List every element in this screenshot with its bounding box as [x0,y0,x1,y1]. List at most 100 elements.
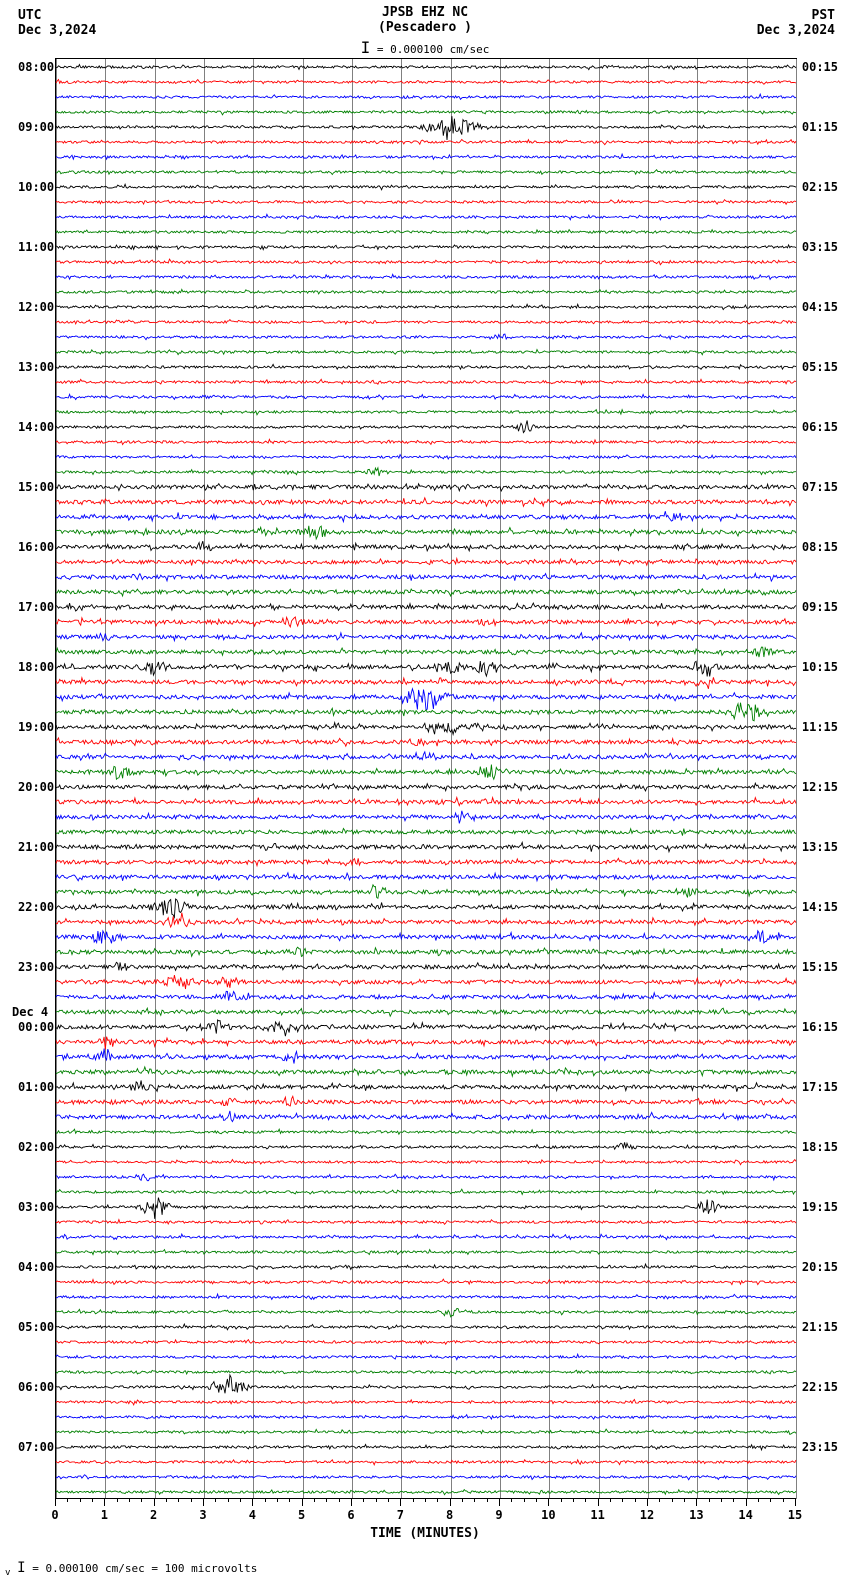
utc-time-label: 08:00 [18,60,54,74]
utc-time-label: 19:00 [18,720,54,734]
xtick [795,1498,796,1506]
xtick-minor [783,1498,784,1502]
plot-area [55,58,797,1499]
pst-time-label: 14:15 [802,900,838,914]
xtick-minor [80,1498,81,1502]
xtick-label: 3 [199,1508,206,1522]
xtick [450,1498,451,1506]
xtick [499,1498,500,1506]
xtick-label: 15 [788,1508,802,1522]
xtick [104,1498,105,1506]
pst-time-label: 09:15 [802,600,838,614]
x-axis-label: TIME (MINUTES) [0,1526,850,1541]
xtick-minor [141,1498,142,1502]
pst-time-label: 13:15 [802,840,838,854]
xtick-minor [178,1498,179,1502]
station-title: JPSB EHZ NC [0,5,850,20]
utc-time-label: 07:00 [18,1440,54,1454]
utc-time-label: 11:00 [18,240,54,254]
xtick-minor [573,1498,574,1502]
xtick-minor [339,1498,340,1502]
location-subtitle: (Pescadero ) [0,20,850,35]
xtick-minor [672,1498,673,1502]
xtick-minor [425,1498,426,1502]
xtick [302,1498,303,1506]
xtick [696,1498,697,1506]
xtick-minor [92,1498,93,1502]
xtick-minor [289,1498,290,1502]
utc-time-label: 09:00 [18,120,54,134]
xtick-label: 13 [689,1508,703,1522]
xtick-minor [511,1498,512,1502]
xtick-label: 9 [495,1508,502,1522]
xtick-minor [413,1498,414,1502]
xtick-label: 12 [640,1508,654,1522]
xtick-minor [733,1498,734,1502]
xtick [598,1498,599,1506]
utc-time-label: 05:00 [18,1320,54,1334]
utc-time-label: 21:00 [18,840,54,854]
pst-time-label: 11:15 [802,720,838,734]
xtick-minor [561,1498,562,1502]
utc-time-label: 06:00 [18,1380,54,1394]
xtick-minor [166,1498,167,1502]
xtick-minor [758,1498,759,1502]
pst-time-label: 15:15 [802,960,838,974]
utc-time-label: 16:00 [18,540,54,554]
scale-indicator: I = 0.000100 cm/sec [0,38,850,57]
xtick-minor [67,1498,68,1502]
xtick-minor [314,1498,315,1502]
date-marker: Dec 4 [12,1005,48,1019]
pst-time-label: 07:15 [802,480,838,494]
xtick [252,1498,253,1506]
xtick-label: 6 [347,1508,354,1522]
xtick-minor [277,1498,278,1502]
xtick-minor [585,1498,586,1502]
pst-time-label: 16:15 [802,1020,838,1034]
pst-time-label: 23:15 [802,1440,838,1454]
xtick-minor [610,1498,611,1502]
xtick-minor [240,1498,241,1502]
gridline [796,59,797,1499]
pst-time-label: 18:15 [802,1140,838,1154]
trace [56,59,796,1499]
xtick-minor [265,1498,266,1502]
pst-time-label: 19:15 [802,1200,838,1214]
pst-time-label: 06:15 [802,420,838,434]
xtick-minor [437,1498,438,1502]
xtick-minor [326,1498,327,1502]
xtick [154,1498,155,1506]
xtick [400,1498,401,1506]
xtick [647,1498,648,1506]
utc-time-label: 10:00 [18,180,54,194]
xtick-minor [117,1498,118,1502]
utc-time-label: 14:00 [18,420,54,434]
xtick [203,1498,204,1506]
pst-time-label: 22:15 [802,1380,838,1394]
utc-time-label: 18:00 [18,660,54,674]
utc-time-label: 12:00 [18,300,54,314]
utc-time-label: 02:00 [18,1140,54,1154]
xtick-minor [363,1498,364,1502]
pst-time-label: 04:15 [802,300,838,314]
xtick [351,1498,352,1506]
pst-time-label: 00:15 [802,60,838,74]
pst-time-label: 12:15 [802,780,838,794]
xtick-minor [388,1498,389,1502]
xtick-label: 1 [101,1508,108,1522]
utc-time-label: 13:00 [18,360,54,374]
xtick-minor [462,1498,463,1502]
xtick-label: 10 [541,1508,555,1522]
utc-time-label: 17:00 [18,600,54,614]
xtick-label: 11 [590,1508,604,1522]
xtick [55,1498,56,1506]
xtick-minor [487,1498,488,1502]
utc-time-label: 03:00 [18,1200,54,1214]
utc-time-label: 20:00 [18,780,54,794]
utc-time-label: 04:00 [18,1260,54,1274]
xtick-minor [635,1498,636,1502]
xtick-label: 14 [738,1508,752,1522]
xtick-label: 4 [249,1508,256,1522]
pst-time-label: 10:15 [802,660,838,674]
xtick-minor [228,1498,229,1502]
